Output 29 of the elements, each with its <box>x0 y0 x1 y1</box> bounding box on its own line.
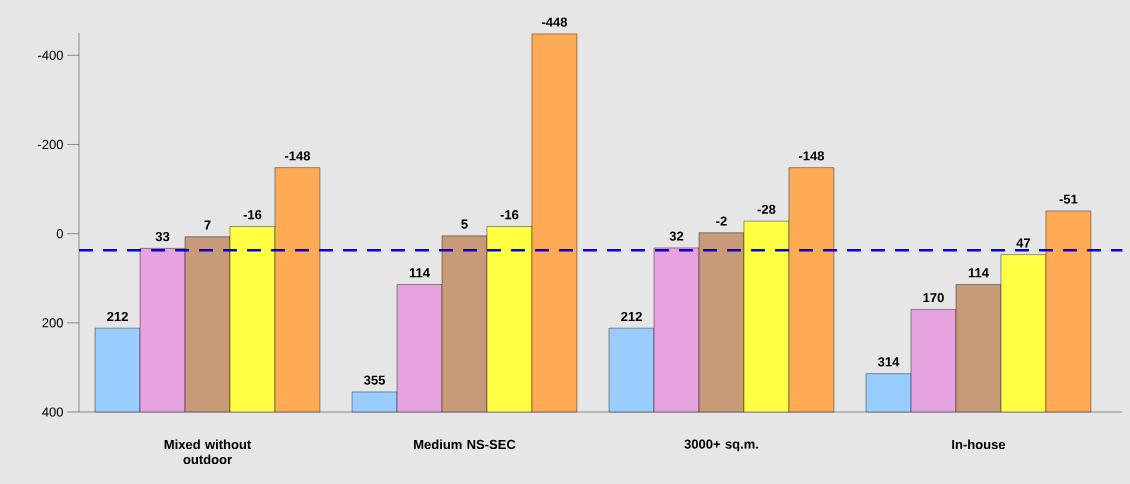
data-label: -2 <box>716 216 727 226</box>
y-tick-label: 400 <box>42 407 63 417</box>
data-label: 355 <box>364 375 386 385</box>
data-label: 212 <box>107 311 128 321</box>
y-tick-label: -200 <box>38 139 63 150</box>
x-tick-label: 3000+ sq.m. <box>684 439 758 452</box>
data-label: -448 <box>541 17 568 27</box>
data-label: -51 <box>1059 194 1078 204</box>
data-label: -148 <box>284 151 311 161</box>
data-label: 5 <box>461 219 468 229</box>
y-tick-label: 0 <box>56 229 63 239</box>
data-label: -16 <box>500 210 519 220</box>
data-label: -148 <box>798 151 825 161</box>
data-label: -16 <box>243 210 262 220</box>
data-label: 170 <box>923 293 944 303</box>
data-label: 314 <box>877 357 900 367</box>
data-label: 32 <box>669 231 684 241</box>
data-label: 33 <box>155 231 170 242</box>
y-tick-label: 200 <box>42 318 63 328</box>
data-label: 212 <box>621 311 642 321</box>
data-label: -28 <box>757 204 776 214</box>
x-tick-label: Medium NS-SEC <box>414 439 516 450</box>
data-label: 114 <box>409 268 430 278</box>
data-label: 114 <box>968 268 989 278</box>
y-tick-label: -400 <box>38 50 63 60</box>
data-label: 47 <box>1016 238 1031 248</box>
x-tick-label: In-house <box>952 439 1006 450</box>
x-tick-label: Mixed without outdoor <box>164 439 252 465</box>
data-label: 7 <box>204 220 211 230</box>
